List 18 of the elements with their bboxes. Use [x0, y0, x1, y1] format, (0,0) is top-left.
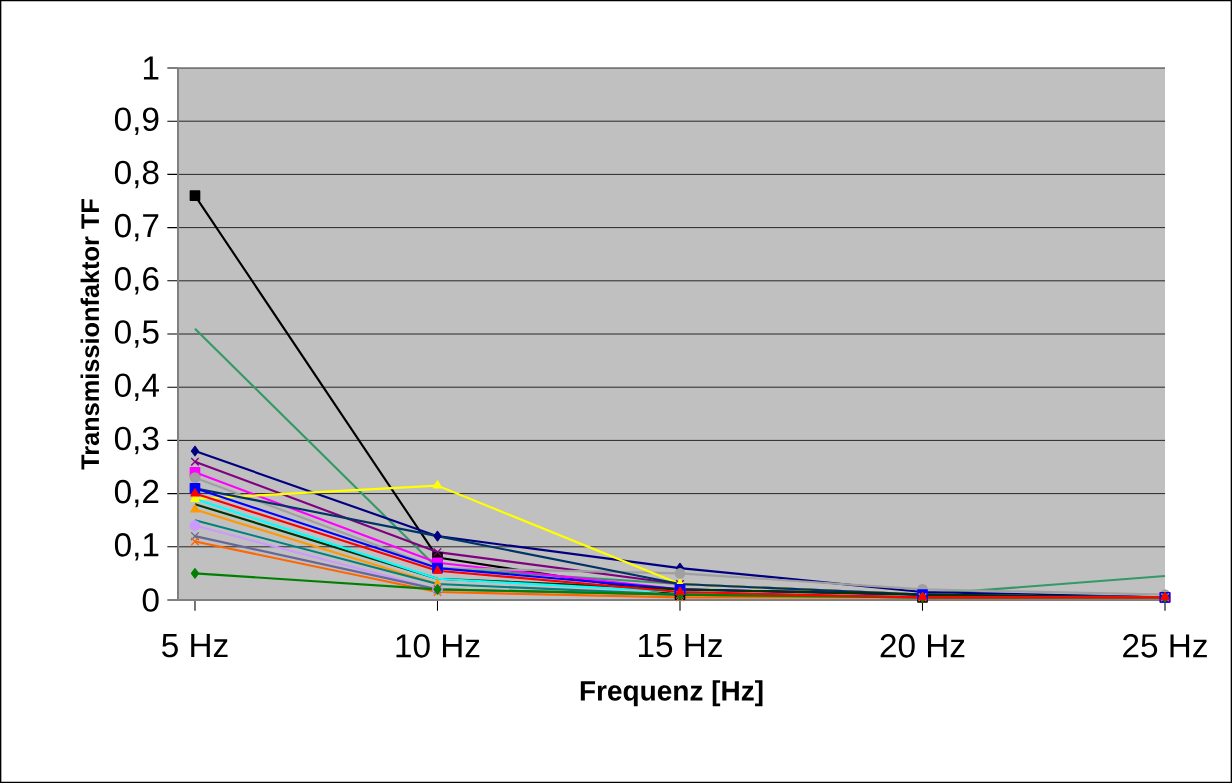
y-tick-label: 0,7 [114, 213, 159, 242]
y-tick-label: 0,1 [114, 533, 159, 561]
x-tick-label: 25 Hz [1123, 634, 1207, 658]
y-tick-label: 0,9 [114, 107, 159, 135]
y-tick-label: 0,2 [114, 479, 159, 508]
y-tick-label: 0,5 [114, 320, 159, 348]
x-axis-title: Frequenz [Hz] [580, 680, 763, 707]
x-tick-label: 15 Hz [638, 634, 722, 658]
x-tick-label: 10 Hz [396, 634, 480, 658]
y-axis-title: Transmissionfaktor TF [80, 199, 100, 470]
x-tick-label: 5 Hz [162, 634, 228, 658]
y-tick-label: 0,3 [114, 426, 159, 455]
y-tick-label: 0,4 [114, 373, 159, 401]
y-tick-label: 0 [142, 588, 159, 612]
y-tick-label: 1 [143, 56, 159, 80]
y-tick-label: 0,6 [114, 267, 159, 295]
y-tick-label: 0,8 [114, 160, 159, 189]
x-tick-label: 20 Hz [880, 634, 965, 658]
